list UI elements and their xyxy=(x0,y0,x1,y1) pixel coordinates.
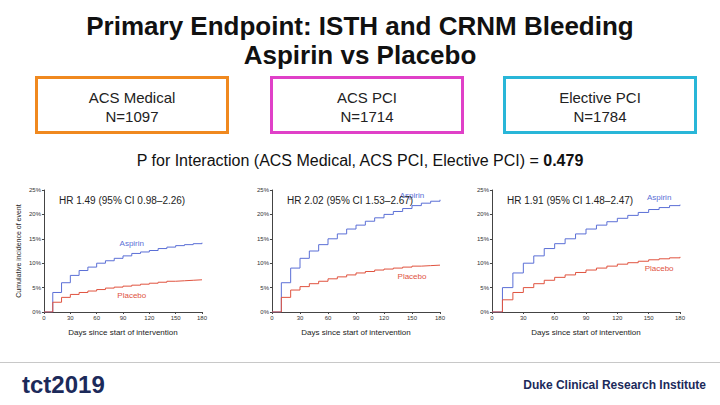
svg-text:0%: 0% xyxy=(32,309,41,315)
svg-text:20%: 20% xyxy=(29,211,42,217)
svg-text:HR 1.49 (95% CI 0.98–2.26): HR 1.49 (95% CI 0.98–2.26) xyxy=(59,195,185,206)
svg-text:0: 0 xyxy=(490,315,494,321)
svg-text:0%: 0% xyxy=(260,309,269,315)
svg-text:0%: 0% xyxy=(480,309,489,315)
html-text:tct2019: tct2019 xyxy=(22,371,105,398)
svg-text:0: 0 xyxy=(270,315,274,321)
svg-text:180: 180 xyxy=(197,315,208,321)
html-text:N=1714: N=1714 xyxy=(340,108,394,125)
svg-text:90: 90 xyxy=(353,315,360,321)
html-text:ACS PCI: ACS PCI xyxy=(337,89,397,106)
svg-text:5%: 5% xyxy=(32,285,41,291)
html-text:N=1784: N=1784 xyxy=(573,108,627,125)
svg-text:180: 180 xyxy=(675,315,686,321)
svg-text:Placebo: Placebo xyxy=(645,264,674,273)
svg-text:5%: 5% xyxy=(480,285,489,291)
svg-text:15%: 15% xyxy=(257,236,270,242)
html-text:Elective PCI: Elective PCI xyxy=(559,89,641,106)
svg-text:150: 150 xyxy=(407,315,418,321)
svg-text:20%: 20% xyxy=(257,211,270,217)
svg-text:30: 30 xyxy=(520,315,527,321)
svg-text:150: 150 xyxy=(644,315,655,321)
svg-text:0: 0 xyxy=(42,315,46,321)
svg-text:30: 30 xyxy=(297,315,304,321)
svg-text:90: 90 xyxy=(120,315,127,321)
svg-text:15%: 15% xyxy=(477,236,490,242)
svg-text:90: 90 xyxy=(583,315,590,321)
svg-text:Cumulative incidence of event: Cumulative incidence of event xyxy=(15,204,22,297)
svg-text:60: 60 xyxy=(551,315,558,321)
svg-text:HR 2.02 (95% CI 1.53–2.67): HR 2.02 (95% CI 1.53–2.67) xyxy=(287,195,413,206)
svg-text:60: 60 xyxy=(325,315,332,321)
svg-text:120: 120 xyxy=(612,315,623,321)
svg-text:Days since start of interventi: Days since start of intervention xyxy=(531,328,640,337)
svg-text:10%: 10% xyxy=(29,260,42,266)
svg-text:Days since start of interventi: Days since start of intervention xyxy=(301,328,410,337)
html-text:Duke Clinical Research Institu: Duke Clinical Research Institute xyxy=(523,378,706,392)
svg-text:180: 180 xyxy=(435,315,446,321)
svg-text:HR 1.91 (95% CI 1.48–2.47): HR 1.91 (95% CI 1.48–2.47) xyxy=(507,195,633,206)
svg-text:60: 60 xyxy=(93,315,100,321)
svg-text:Placebo: Placebo xyxy=(398,272,427,281)
svg-text:Aspirin: Aspirin xyxy=(647,193,671,202)
svg-text:30: 30 xyxy=(67,315,74,321)
svg-text:10%: 10% xyxy=(477,260,490,266)
svg-text:25%: 25% xyxy=(257,187,270,193)
svg-text:15%: 15% xyxy=(29,236,42,242)
html-text:Aspirin vs Placebo: Aspirin vs Placebo xyxy=(243,40,477,70)
html-text:ACS Medical: ACS Medical xyxy=(88,89,176,106)
svg-text:Placebo: Placebo xyxy=(117,291,146,300)
svg-text:20%: 20% xyxy=(477,211,490,217)
html-text:N=1097: N=1097 xyxy=(105,108,159,125)
svg-text:25%: 25% xyxy=(29,187,42,193)
svg-text:10%: 10% xyxy=(257,260,270,266)
html-text:Primary Endpoint: ISTH and CRN: Primary Endpoint: ISTH and CRNM Bleeding xyxy=(86,11,634,41)
svg-text:5%: 5% xyxy=(260,285,269,291)
html-text:P for Interaction (ACS Medical: P for Interaction (ACS Medical, ACS PCI,… xyxy=(136,152,584,169)
svg-text:Days since start of interventi: Days since start of intervention xyxy=(68,328,177,337)
svg-text:120: 120 xyxy=(379,315,390,321)
svg-text:150: 150 xyxy=(171,315,182,321)
svg-text:Aspirin: Aspirin xyxy=(120,239,144,248)
svg-text:25%: 25% xyxy=(477,187,490,193)
svg-text:120: 120 xyxy=(144,315,155,321)
